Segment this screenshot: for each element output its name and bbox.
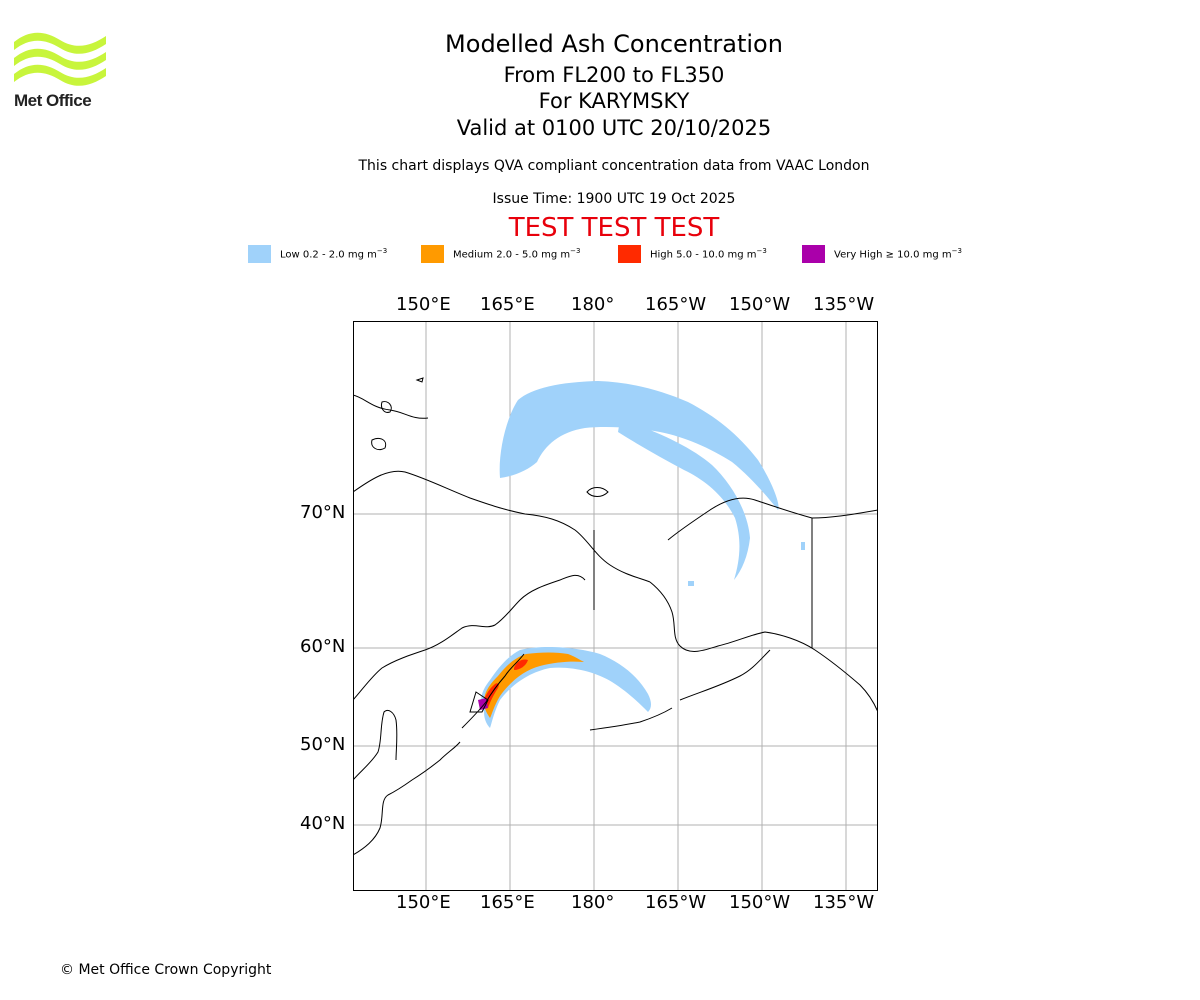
legend-swatch-high [618, 245, 641, 263]
legend-swatch-very-high [802, 245, 825, 263]
lat-tick-70n: 70°N [300, 502, 346, 523]
lon-tick-bottom-165e: 165°E [480, 892, 535, 913]
copyright-notice: © Met Office Crown Copyright [60, 962, 272, 978]
ash-concentration-map [353, 321, 878, 891]
met-office-waves-icon [14, 32, 106, 86]
lon-tick-top-165w: 165°W [645, 294, 707, 315]
legend-item-low: Low 0.2 - 2.0 mg m−3 [248, 244, 387, 264]
chart-title: Modelled Ash Concentration [445, 30, 783, 58]
valid-time: Valid at 0100 UTC 20/10/2025 [456, 116, 772, 140]
lon-tick-bottom-165w: 165°W [645, 892, 707, 913]
map-gridlines [353, 321, 878, 891]
legend-item-medium: Medium 2.0 - 5.0 mg m−3 [421, 244, 580, 264]
legend-label-medium: Medium 2.0 - 5.0 mg m−3 [453, 247, 581, 261]
issue-time: Issue Time: 1900 UTC 19 Oct 2025 [492, 191, 736, 207]
ash-low-arctic-tail [618, 420, 750, 580]
legend-label-low: Low 0.2 - 2.0 mg m−3 [280, 247, 388, 261]
lon-tick-bottom-135w: 135°W [813, 892, 875, 913]
ash-medium-plume [484, 652, 584, 718]
lat-tick-60n: 60°N [300, 636, 346, 657]
met-office-logo: Met Office [14, 30, 114, 112]
map-frame [353, 321, 878, 891]
lon-tick-top-180: 180° [571, 294, 615, 315]
legend-swatch-low [248, 245, 271, 263]
legend-item-high: High 5.0 - 10.0 mg m−3 [618, 244, 767, 264]
ash-very-high-spot [478, 698, 488, 710]
flight-level-range: From FL200 to FL350 [503, 63, 725, 87]
lon-tick-bottom-180: 180° [571, 892, 615, 913]
chart-description: This chart displays QVA compliant concen… [358, 158, 870, 174]
legend-item-very-high: Very High ≥ 10.0 mg m−3 [802, 244, 962, 264]
ash-high-plume [484, 683, 499, 708]
legend-swatch-medium [421, 245, 444, 263]
lon-tick-bottom-150e: 150°E [396, 892, 451, 913]
lat-tick-50n: 50°N [300, 734, 346, 755]
volcano-name: For KARYMSKY [538, 89, 690, 113]
lon-tick-top-150w: 150°W [729, 294, 791, 315]
lon-tick-top-165e: 165°E [480, 294, 535, 315]
ash-high-spot [514, 659, 528, 670]
met-office-logo-text: Met Office [14, 91, 92, 110]
legend-label-very-high: Very High ≥ 10.0 mg m−3 [834, 247, 962, 261]
lon-tick-top-150e: 150°E [396, 294, 451, 315]
ash-low-arctic-plume [499, 381, 779, 510]
test-banner: TEST TEST TEST [508, 213, 720, 243]
lon-tick-bottom-150w: 150°W [729, 892, 791, 913]
lon-tick-top-135w: 135°W [813, 294, 875, 315]
legend-label-high: High 5.0 - 10.0 mg m−3 [650, 247, 767, 261]
coastlines [353, 377, 878, 856]
lat-tick-40n: 40°N [300, 813, 346, 834]
